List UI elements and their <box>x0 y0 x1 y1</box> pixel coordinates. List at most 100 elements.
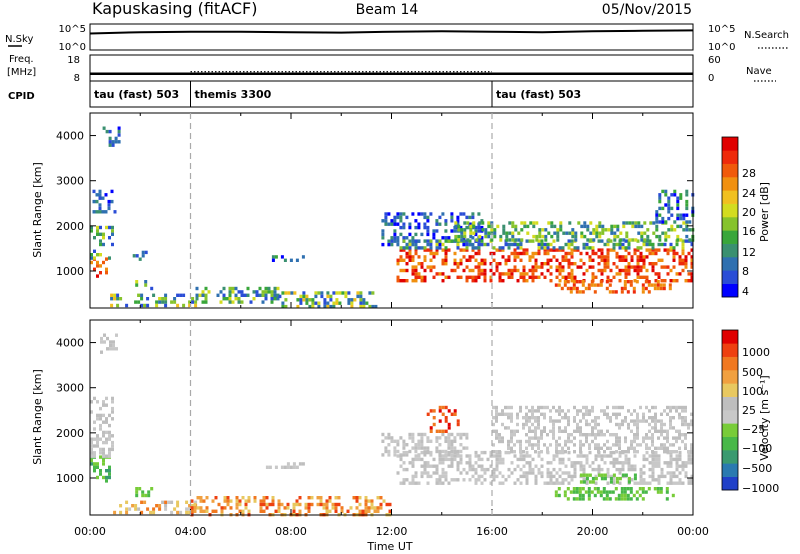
scatter-cell <box>135 254 139 258</box>
scatter-cell <box>651 262 655 266</box>
scatter-cell <box>553 224 557 229</box>
scatter-cell <box>690 248 694 252</box>
scatter-cell <box>104 210 108 214</box>
scatter-cell <box>570 433 573 437</box>
scatter-cell <box>111 143 115 147</box>
colorbar-segment <box>722 163 738 178</box>
scatter-cell <box>471 474 475 479</box>
scatter-cell <box>399 219 403 223</box>
scatter-cell <box>492 272 496 276</box>
scatter-cell <box>334 496 338 500</box>
scatter-cell <box>480 481 484 485</box>
scatter-cell <box>546 446 549 450</box>
scatter-cell <box>534 474 538 479</box>
scatter-cell <box>678 412 681 416</box>
scatter-cell <box>675 474 679 479</box>
nsearch-label: N.Search <box>744 30 789 41</box>
scatter-cell <box>167 500 171 504</box>
scatter-cell <box>531 422 534 427</box>
scatter-cell <box>660 242 664 247</box>
scatter-cell <box>681 239 685 243</box>
scatter-cell <box>399 436 403 440</box>
scatter-cell <box>603 412 606 416</box>
scatter-cell <box>648 242 652 247</box>
scatter-cell <box>672 258 676 262</box>
scatter-cell <box>102 440 105 445</box>
scatter-cell <box>396 449 400 454</box>
scatter-cell <box>414 471 418 475</box>
scatter-cell <box>599 493 603 498</box>
scatter-cell <box>147 490 151 494</box>
scatter-cell <box>661 220 665 224</box>
scatter-cell <box>170 300 174 304</box>
scatter-cell <box>615 422 618 427</box>
scatter-cell <box>609 279 613 283</box>
scatter-cell <box>188 300 192 304</box>
scatter-cell <box>578 493 582 498</box>
scatter-cell <box>249 300 253 304</box>
scatter-cell <box>666 446 669 450</box>
scatter-cell <box>567 446 570 450</box>
scatter-cell <box>628 221 632 225</box>
scatter-cell <box>528 409 531 413</box>
scatter-cell <box>432 457 436 462</box>
scatter-cell <box>384 446 388 450</box>
scatter-cell <box>543 248 547 252</box>
scatter-cell <box>111 410 114 414</box>
scatter-cell <box>429 246 433 250</box>
scatter-cell <box>393 446 397 450</box>
scatter-cell <box>657 429 660 433</box>
scatter-cell <box>658 234 662 239</box>
scatter-cell <box>595 231 599 235</box>
scatter-cell <box>654 251 658 256</box>
scatter-cell <box>423 464 427 468</box>
scatter-cell <box>570 239 574 243</box>
scatter-cell <box>610 231 614 235</box>
scatter-cell <box>600 476 604 481</box>
scatter-cell <box>586 238 590 242</box>
scatter-cell <box>474 450 478 455</box>
scatter-cell <box>685 228 689 232</box>
scatter-cell <box>471 236 475 240</box>
scatter-cell <box>381 439 385 443</box>
scatter-cell <box>666 450 669 454</box>
y-tick-label: 1000 <box>56 472 84 485</box>
scatter-cell <box>681 433 684 437</box>
colorbar-frame <box>721 136 739 298</box>
scatter-cell <box>582 405 585 410</box>
scatter-cell <box>99 455 102 459</box>
scatter-cell <box>453 409 457 413</box>
scatter-cell <box>636 272 640 276</box>
scatter-cell <box>559 221 563 225</box>
scatter-cell <box>684 409 687 413</box>
scatter-cell <box>537 251 541 256</box>
scatter-cell <box>591 426 594 430</box>
scatter-cell <box>105 440 108 445</box>
scatter-cell <box>441 258 445 262</box>
scatter-cell <box>276 293 280 297</box>
scatter-cell <box>576 422 579 427</box>
scatter-cell <box>629 490 633 494</box>
scatter-cell <box>675 457 679 462</box>
scatter-cell <box>347 301 351 305</box>
scatter-cell <box>534 436 537 440</box>
scatter-cell <box>489 474 493 479</box>
scatter-cell <box>459 212 463 216</box>
scatter-cell <box>543 246 547 250</box>
scatter-cell <box>107 203 111 207</box>
scatter-cell <box>546 248 550 252</box>
scatter-cell <box>426 225 430 230</box>
scatter-cell <box>405 251 409 256</box>
scatter-cell <box>612 443 615 447</box>
scatter-cell <box>238 509 242 513</box>
scatter-cell <box>501 246 505 250</box>
scatter-cell <box>659 286 663 291</box>
scatter-cell <box>402 478 406 482</box>
scatter-cell <box>664 189 668 194</box>
scatter-cell <box>593 290 597 294</box>
scatter-cell <box>462 212 466 216</box>
scatter-cell <box>591 433 594 437</box>
scatter-cell <box>99 472 102 476</box>
scatter-cell <box>669 454 673 458</box>
scatter-cell <box>426 239 430 243</box>
